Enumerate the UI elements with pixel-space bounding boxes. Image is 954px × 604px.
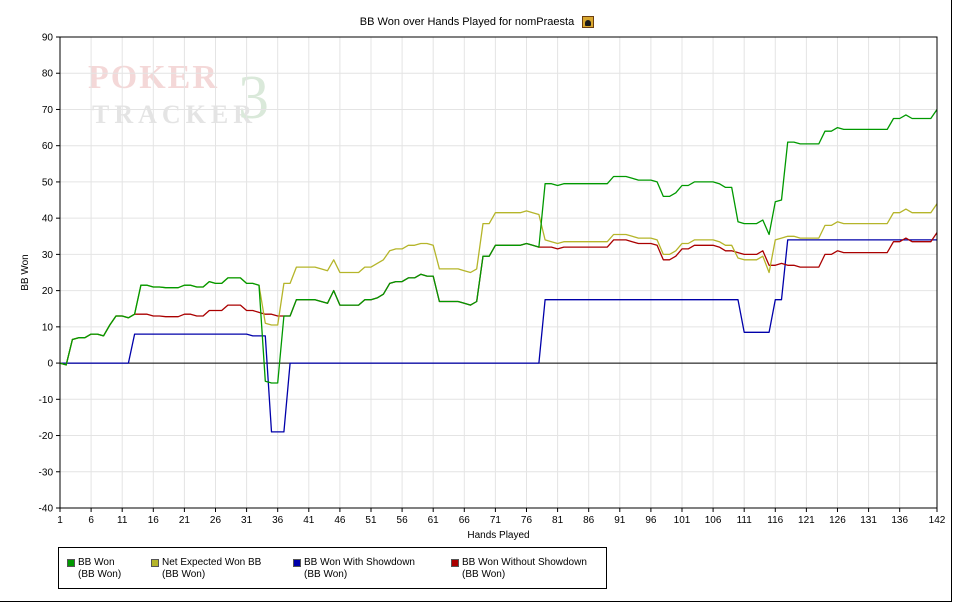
y-tick-label: -40	[39, 504, 54, 515]
series-lines	[59, 109, 938, 433]
legend-swatch	[67, 559, 75, 567]
y-tick-label: 80	[42, 69, 54, 80]
series-line-1	[59, 203, 938, 366]
pokertracker-logo-icon[interactable]	[582, 16, 595, 29]
x-tick-label: 86	[583, 515, 595, 526]
legend-sublabel: (BB Won)	[78, 569, 122, 580]
legend-sublabel: (BB Won)	[162, 569, 206, 580]
x-tick-label: 121	[798, 515, 815, 526]
y-tick-label: -30	[39, 467, 54, 478]
x-tick-label: 51	[365, 515, 377, 526]
legend-label: Net Expected Won BB	[162, 557, 262, 568]
x-tick-label: 11	[117, 515, 128, 526]
x-tick-label: 66	[459, 515, 471, 526]
x-tick-label: 16	[148, 515, 160, 526]
x-tick-label: 6	[88, 515, 94, 526]
x-tick-label: 1	[57, 515, 63, 526]
x-tick-label: 36	[272, 515, 284, 526]
y-tick-label: -20	[39, 431, 54, 442]
y-axis-label: BB Won	[20, 254, 31, 291]
x-tick-label: 56	[397, 515, 409, 526]
x-tick-label: 101	[674, 515, 691, 526]
series-line-2	[60, 239, 937, 433]
x-tick-label: 96	[645, 515, 657, 526]
y-axis: -40 -30 -20 -10 0 10 20 30 40 50 60 70 80 90	[39, 33, 60, 515]
legend-label: BB Won	[78, 557, 115, 568]
x-tick-label: 116	[767, 515, 783, 526]
legend-sublabel: (BB Won)	[304, 569, 348, 580]
y-tick-label: -10	[39, 395, 54, 406]
x-tick-label: 26	[210, 515, 222, 526]
x-tick-label: 136	[891, 515, 908, 526]
chart-title: BB Won over Hands Played for nomPraesta	[0, 16, 954, 29]
x-axis-label: Hands Played	[467, 530, 529, 541]
x-tick-label: 91	[614, 515, 626, 526]
legend-swatch	[451, 559, 459, 567]
legend-swatch	[293, 559, 301, 567]
y-tick-label: 50	[42, 177, 54, 188]
y-tick-label: 0	[47, 359, 53, 370]
legend: BB Won (BB Won) Net Expected Won BB (BB …	[58, 547, 607, 589]
x-tick-label: 131	[860, 515, 877, 526]
x-tick-label: 81	[552, 515, 564, 526]
x-axis: 1 6 11 16 21 26 31 36 41 46 51 56 61 66 71 76 81 86 91 96 10…	[57, 508, 946, 526]
y-tick-label: 30	[42, 250, 54, 261]
legend-label: BB Won Without Showdown	[462, 557, 587, 568]
y-tick-label: 70	[42, 105, 54, 116]
x-tick-label: 61	[428, 515, 440, 526]
watermark-logo: POKER TRACKER 3	[88, 59, 269, 132]
y-tick-label: 20	[42, 286, 54, 297]
x-tick-label: 46	[334, 515, 346, 526]
series-line-3	[59, 232, 938, 366]
plot-area	[59, 36, 938, 509]
x-tick-label: 126	[829, 515, 846, 526]
x-tick-label: 111	[737, 515, 753, 526]
x-tick-label: 76	[521, 515, 533, 526]
y-tick-label: 90	[42, 33, 54, 44]
legend-sublabel: (BB Won)	[462, 569, 506, 580]
x-tick-label: 71	[490, 515, 502, 526]
x-tick-label: 41	[303, 515, 315, 526]
x-tick-label: 21	[179, 515, 191, 526]
x-tick-label: 142	[929, 515, 946, 526]
x-tick-label: 106	[705, 515, 722, 526]
watermark-mark: 3	[238, 64, 269, 132]
chart-title-text: BB Won over Hands Played for nomPraesta	[359, 16, 575, 29]
y-tick-label: 10	[42, 322, 54, 333]
legend-swatch	[151, 559, 159, 567]
series-line-0	[59, 109, 938, 384]
y-tick-label: 40	[42, 214, 54, 225]
watermark-line2: TRACKER	[92, 100, 257, 129]
x-tick-label: 31	[241, 515, 253, 526]
legend-label: BB Won With Showdown	[304, 557, 415, 568]
y-tick-label: 60	[42, 141, 54, 152]
watermark-line1: POKER	[88, 59, 219, 96]
